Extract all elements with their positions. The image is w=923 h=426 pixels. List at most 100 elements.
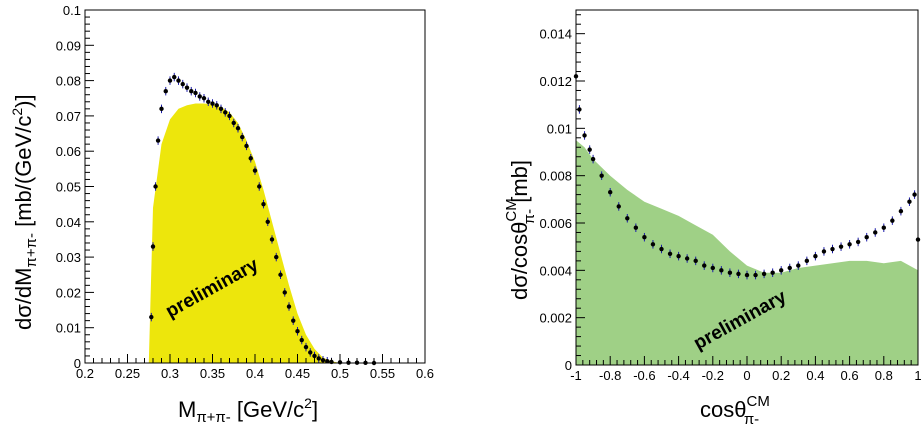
data-point — [642, 235, 647, 240]
data-point — [796, 263, 801, 268]
data-point — [316, 356, 321, 361]
data-point — [167, 78, 173, 83]
data-point — [240, 134, 245, 140]
data-point — [667, 251, 673, 256]
left-ticks: 0.2 0.25 0.3 0.35 0.4 0.45 0.5 0.55 0.6 0 0.01 0.02… — [56, 3, 434, 381]
data-point — [727, 270, 733, 275]
x-tick-label: -0.4 — [667, 368, 689, 383]
data-point — [616, 204, 621, 209]
data-point — [295, 329, 300, 334]
data-point — [269, 237, 275, 242]
data-point — [257, 184, 262, 189]
y-tick-label: 0.006 — [539, 216, 572, 231]
data-point — [325, 359, 330, 364]
data-point — [278, 272, 283, 277]
y-tick-label: 0.004 — [539, 263, 572, 278]
data-point — [873, 230, 878, 235]
data-point — [231, 120, 236, 126]
y-tick-label: 0.1 — [63, 3, 81, 18]
data-point — [176, 78, 181, 83]
y-tick-label: 0 — [565, 358, 572, 373]
y-tick-label: 0.06 — [56, 144, 81, 159]
distribution-area — [148, 103, 340, 363]
data-point — [312, 353, 317, 359]
data-point — [830, 246, 835, 252]
data-point — [787, 265, 792, 271]
data-point — [633, 225, 639, 230]
data-point — [210, 101, 215, 106]
data-point — [308, 350, 313, 355]
data-point — [282, 290, 287, 295]
left-x-axis-label: Mπ+π- [GeV/c2] — [178, 395, 318, 426]
data-point — [153, 184, 158, 189]
data-point — [907, 199, 912, 204]
y-tick-label: 0.01 — [56, 321, 81, 336]
data-point — [779, 268, 784, 273]
data-point — [206, 99, 211, 104]
data-point — [890, 218, 895, 223]
data-point — [770, 270, 775, 275]
x-tick-label: 0.4 — [246, 366, 264, 381]
data-point — [299, 337, 304, 343]
data-point — [172, 74, 177, 80]
x-tick-label: 1 — [914, 368, 921, 383]
data-point — [149, 314, 154, 320]
data-point — [650, 242, 656, 247]
data-point — [291, 318, 296, 323]
data-point — [761, 271, 767, 277]
data-point — [201, 96, 207, 101]
x-tick-label: 0.4 — [806, 368, 824, 383]
data-point — [693, 258, 698, 264]
data-point — [590, 156, 596, 162]
data-point — [286, 304, 292, 309]
x-tick-label: 0 — [743, 368, 750, 383]
left-chart: 0.2 0.25 0.3 0.35 0.4 0.45 0.5 0.55 0.6 0 0.01 0.02… — [9, 3, 434, 426]
data-point — [189, 88, 194, 94]
y-tick-label: 0.08 — [56, 74, 81, 89]
data-point — [218, 106, 224, 112]
x-tick-label: 0.6 — [416, 366, 434, 381]
data-point — [753, 272, 758, 278]
data-point — [702, 263, 707, 268]
data-point — [744, 272, 750, 278]
data-point — [838, 244, 844, 249]
x-tick-label: 0.3 — [161, 366, 179, 381]
data-point — [582, 133, 587, 138]
x-tick-label: 0.6 — [841, 368, 859, 383]
x-tick-label: 0.45 — [285, 366, 310, 381]
data-point — [303, 344, 309, 350]
data-point — [150, 244, 156, 249]
data-point — [684, 256, 690, 261]
right-ticks: -1 -0.8 -0.6 -0.4 -0.2 0 0.2 0.4 0.6 0.8 1 0 0.002 0.… — [539, 14, 922, 383]
data-point — [159, 106, 164, 112]
y-tick-label: 0.014 — [539, 27, 572, 42]
y-tick-label: 0.002 — [539, 311, 572, 326]
right-y-axis-label: dσ/cosθCMπ- [mb] — [503, 160, 538, 300]
data-point — [898, 208, 904, 214]
x-tick-label: 0.2 — [76, 366, 94, 381]
y-tick-label: 0.05 — [56, 180, 81, 195]
x-tick-label: 0.35 — [200, 366, 225, 381]
x-tick-label: -0.8 — [599, 368, 621, 383]
data-point — [265, 219, 270, 224]
x-tick-label: 0.5 — [331, 366, 349, 381]
y-tick-label: 0.02 — [56, 285, 81, 300]
right-x-axis-label: cosθCM π- — [700, 393, 770, 426]
data-point — [248, 156, 253, 161]
y-tick-label: 0.07 — [56, 109, 81, 124]
right-chart: -1 -0.8 -0.6 -0.4 -0.2 0 0.2 0.4 0.6 0.8 1 0 0.002 0.… — [503, 9, 922, 426]
data-point — [599, 173, 604, 178]
data-point — [180, 81, 185, 87]
data-point — [813, 253, 818, 259]
data-point — [261, 201, 266, 207]
data-point — [193, 90, 198, 96]
data-point — [804, 258, 810, 264]
x-tick-label: 0.55 — [370, 366, 395, 381]
data-point — [163, 88, 168, 94]
data-point — [274, 254, 279, 260]
data-point — [719, 268, 724, 273]
data-point — [235, 126, 241, 131]
y-tick-label: 0.012 — [539, 74, 572, 89]
x-tick-label: 0.25 — [115, 366, 140, 381]
